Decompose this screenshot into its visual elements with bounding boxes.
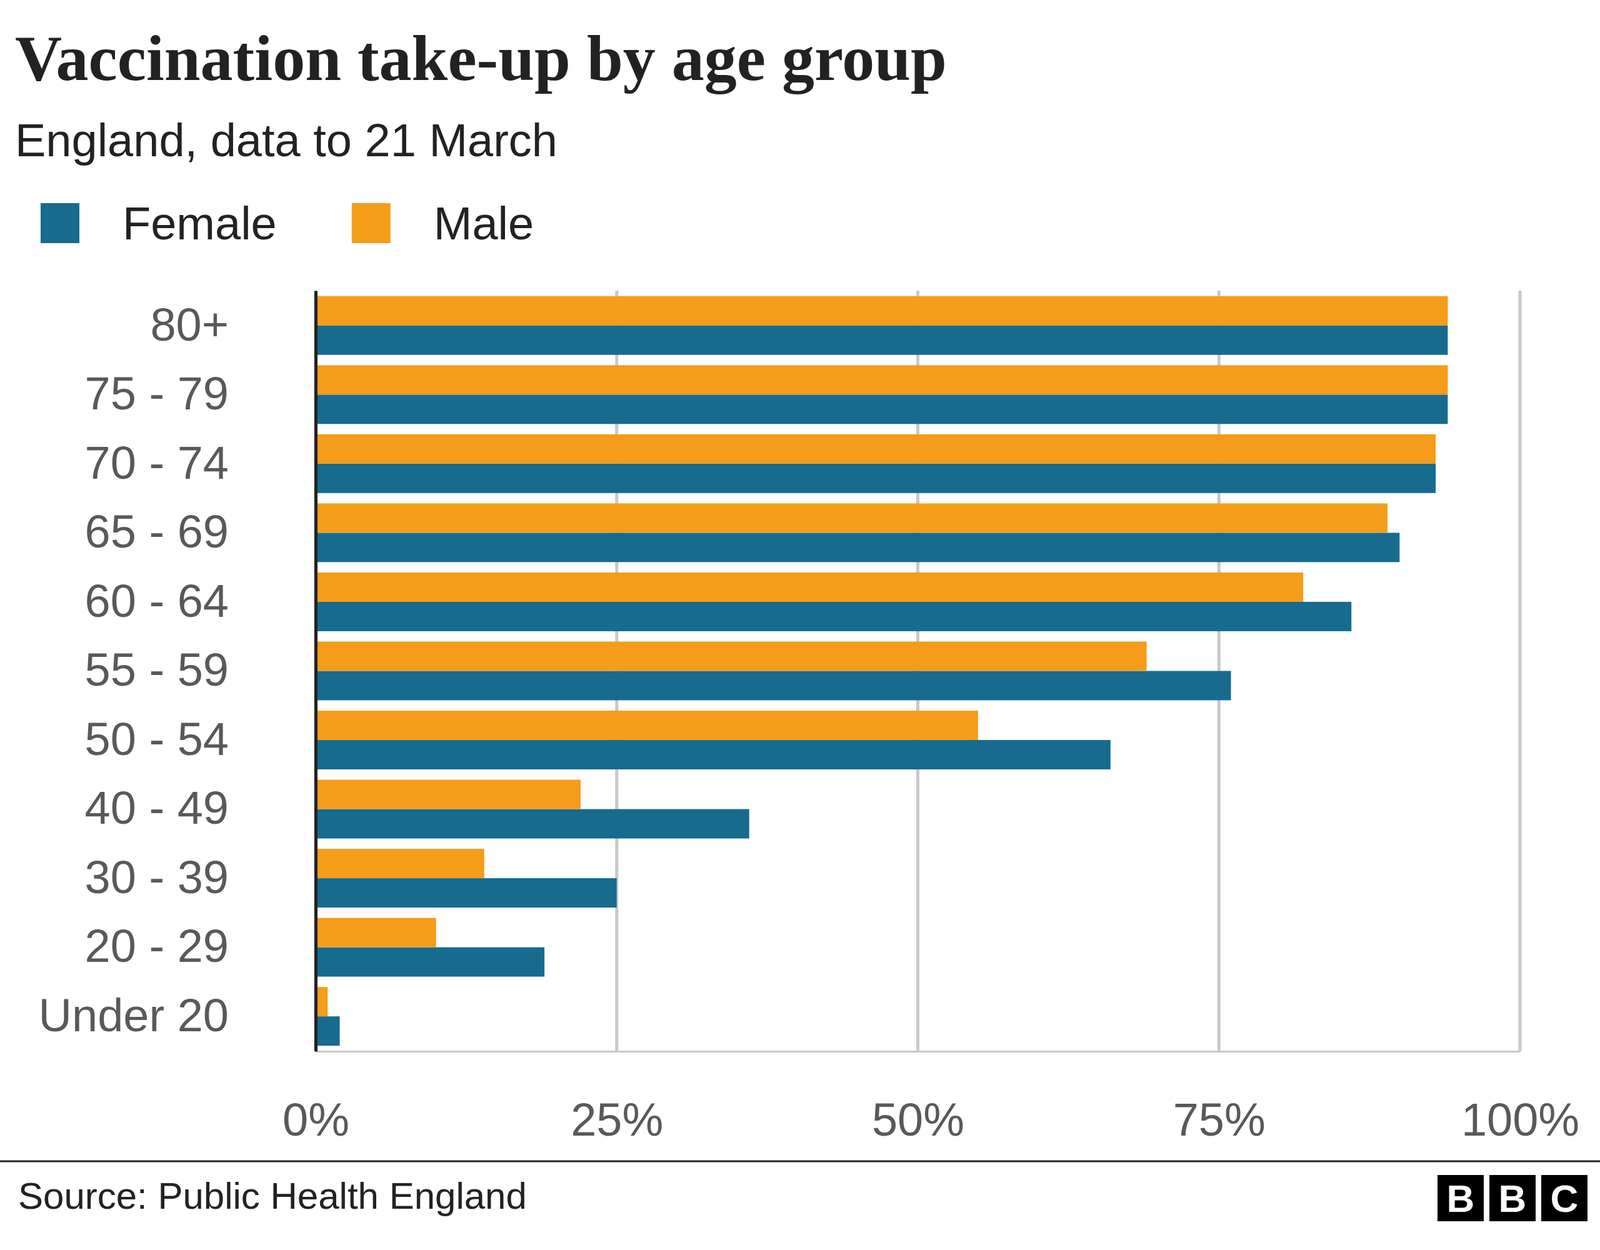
y-tick-label: 70 - 74	[85, 436, 229, 489]
bar	[315, 740, 1111, 770]
y-tick-label: 60 - 64	[85, 575, 229, 627]
bar	[315, 641, 1147, 672]
x-tick: 100%	[1461, 1051, 1580, 1146]
bar	[315, 365, 1448, 395]
y-tick-label: Under 20	[38, 989, 229, 1042]
logo: BBC	[1437, 1175, 1588, 1222]
bar	[315, 780, 581, 810]
y-tick-label: 40 - 49	[85, 781, 229, 834]
y-tick: 20 - 29	[85, 920, 316, 972]
x-tick-label: 50%	[871, 1093, 965, 1146]
x-axis-line	[316, 1050, 1521, 1053]
y-tick-label: 55 - 59	[85, 643, 229, 696]
bar	[315, 503, 1388, 533]
logo-text: BBC	[1446, 1176, 1579, 1220]
x-tick: 25%	[570, 1051, 664, 1146]
bar	[315, 809, 750, 839]
x-tick-label: 75%	[1173, 1093, 1266, 1146]
bar	[315, 325, 1448, 355]
y-tick: Under 20	[38, 989, 316, 1042]
bar	[315, 296, 1448, 326]
bar	[315, 947, 545, 977]
y-tick-label: 20 - 29	[85, 920, 229, 972]
legend-item: Male	[351, 197, 534, 250]
y-tick: 50 - 54	[85, 713, 316, 765]
bars	[315, 296, 1448, 1046]
y-tick: 80+	[150, 298, 316, 351]
chart: Vaccination take-up by age group England,…	[0, 0, 1600, 1250]
bar	[315, 848, 485, 879]
bar	[315, 671, 1232, 701]
y-axis-line	[314, 291, 318, 1052]
y-tick: 75 - 79	[85, 367, 316, 420]
x-tick: 50%	[871, 1051, 965, 1146]
grid-line	[314, 290, 318, 1052]
subtitle: England, data to 21 March	[15, 114, 558, 167]
legend-swatch	[40, 203, 80, 244]
x-tick-label: 100%	[1461, 1093, 1580, 1146]
bar	[315, 532, 1400, 562]
series	[315, 296, 1448, 1017]
y-tick: 60 - 64	[85, 575, 316, 627]
y-tick: 40 - 49	[85, 781, 316, 834]
x-tick: 75%	[1173, 1051, 1266, 1146]
x-tick-label: 0%	[282, 1093, 350, 1146]
bar	[315, 710, 979, 740]
bar	[315, 572, 1304, 602]
series	[315, 325, 1448, 1046]
footer-rule	[0, 1160, 1600, 1163]
y-tick-label: 65 - 69	[85, 505, 229, 558]
bar	[315, 394, 1448, 424]
x-tick-label: 25%	[570, 1093, 664, 1146]
x-axis: 0% 25% 50% 75% 100%	[282, 1051, 1580, 1146]
bar	[315, 434, 1436, 464]
y-tick: 30 - 39	[85, 851, 316, 904]
x-tick: 0%	[282, 1051, 350, 1146]
title: Vaccination take-up by age group	[15, 21, 947, 95]
bar	[315, 918, 437, 948]
legend-label: Male	[433, 197, 534, 250]
y-axis: 80+ 75 - 79 70 - 74 65 - 69 60 - 64 55 - 59 50…	[38, 291, 317, 1052]
bar	[315, 463, 1436, 494]
bar	[315, 601, 1352, 632]
y-tick-label: 80+	[150, 298, 229, 351]
legend: Female Male	[40, 197, 534, 250]
legend-label: Female	[122, 197, 277, 250]
background	[0, 0, 1600, 1250]
grid-line	[1518, 290, 1522, 1052]
y-tick: 70 - 74	[85, 436, 316, 489]
y-tick: 55 - 59	[85, 643, 316, 696]
y-tick-label: 75 - 79	[85, 367, 229, 420]
y-tick-label: 50 - 54	[85, 713, 229, 765]
y-tick-label: 30 - 39	[85, 851, 229, 904]
bar	[315, 878, 617, 908]
grid	[315, 290, 1520, 1052]
y-tick: 65 - 69	[85, 505, 316, 558]
source: Source: Public Health England	[18, 1175, 527, 1217]
legend-item: Female	[40, 197, 277, 250]
legend-swatch	[351, 203, 391, 244]
bar	[315, 1016, 340, 1046]
